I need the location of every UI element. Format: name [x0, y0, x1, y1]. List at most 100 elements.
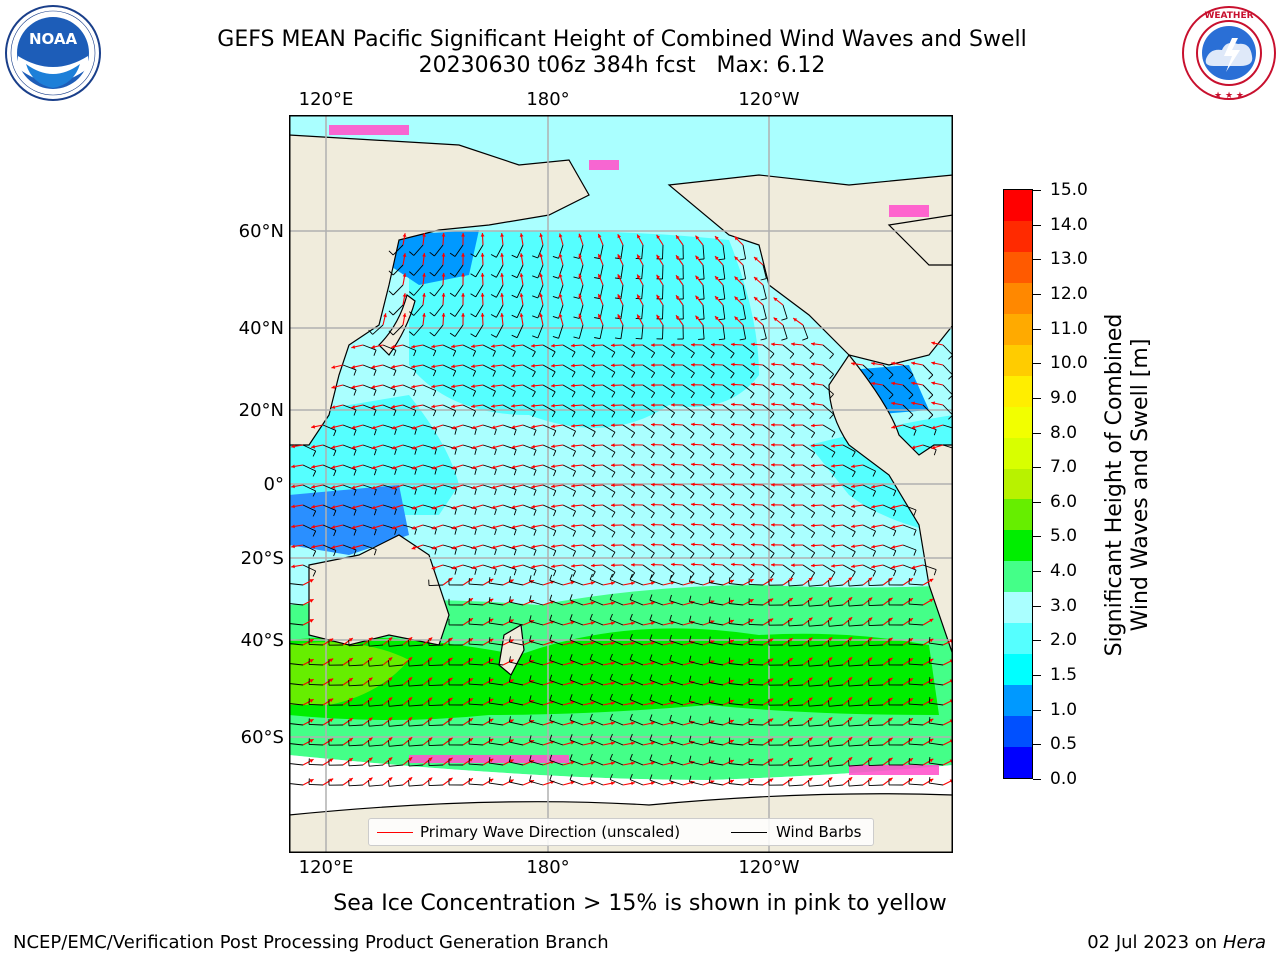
wind-barb-staff — [922, 404, 934, 416]
wind-barb-feather — [649, 774, 653, 781]
wave-direction-arrowhead — [509, 759, 514, 763]
wind-barb-staff — [602, 364, 616, 373]
wave-direction-arrowhead — [848, 577, 853, 582]
wind-barb-feather — [631, 512, 636, 518]
wind-barb-feather — [611, 471, 616, 478]
wind-barb-feather — [472, 370, 477, 377]
wind-barb-feather — [551, 371, 556, 378]
wind-barb-staff — [516, 244, 524, 258]
wave-direction-arrowhead — [888, 657, 893, 662]
wind-barb-staff — [308, 663, 324, 666]
wind-barb-feather — [790, 432, 795, 439]
wind-barb-feather — [508, 756, 511, 763]
wind-barb-staff — [662, 524, 675, 534]
wind-barb-feather — [649, 634, 653, 641]
wind-barb-staff — [748, 683, 764, 686]
wind-barb-staff — [629, 639, 644, 646]
wind-barb-staff — [649, 739, 664, 746]
wind-barb-feather — [709, 433, 715, 439]
wave-direction-arrowhead — [731, 402, 735, 407]
wave-direction-arrowhead — [441, 253, 446, 257]
wind-barb-staff — [522, 384, 536, 392]
wave-direction-arrowhead — [650, 581, 655, 586]
wind-barb-feather — [449, 272, 456, 277]
wind-barb-staff — [609, 739, 624, 746]
wind-barb-feather — [373, 509, 377, 516]
wind-barb-feather — [831, 531, 836, 538]
wind-barb-feather — [429, 251, 435, 257]
wave-direction-arrowhead — [711, 362, 715, 367]
wind-barb-staff — [589, 619, 604, 626]
wind-barb-feather — [388, 720, 390, 727]
wind-barb-feather — [474, 568, 477, 575]
wind-barb-staff — [529, 600, 544, 606]
wave-direction-arrowhead — [309, 699, 314, 703]
wave-direction-arrowhead — [751, 362, 755, 367]
wind-barb-feather — [669, 714, 672, 721]
wind-barb-staff — [382, 404, 397, 411]
wind-barb-staff — [502, 444, 517, 451]
wind-barb-feather — [811, 552, 816, 558]
wave-direction-arrowhead — [489, 598, 494, 603]
wind-barb-feather — [508, 676, 511, 683]
wave-direction-arrowhead — [769, 678, 774, 683]
wave-direction-arrowhead — [371, 425, 376, 430]
wind-barb-staff — [748, 663, 764, 666]
colorbar-tick-label: 6.0 — [1050, 491, 1078, 512]
wind-barb-staff — [829, 584, 844, 587]
wind-barb-staff — [442, 344, 456, 352]
wave-direction-arrowhead — [888, 737, 893, 742]
wind-barb-staff — [502, 404, 516, 412]
wave-direction-arrowhead — [909, 658, 913, 662]
wave-direction-arrowhead — [711, 502, 715, 507]
wind-barb-staff — [689, 761, 704, 766]
wind-barb-staff — [842, 564, 856, 573]
wave-direction-arrowhead — [788, 738, 793, 742]
wind-barb-feather — [649, 694, 653, 701]
wind-barb-feather — [729, 573, 735, 579]
wind-barb-feather — [635, 337, 642, 340]
wave-direction-arrowhead — [711, 422, 715, 427]
wave-direction-arrowhead — [590, 661, 595, 665]
wind-barb-staff — [562, 384, 576, 393]
wind-barb-staff — [589, 699, 604, 706]
wind-barb-feather — [928, 717, 931, 724]
wind-barb-staff — [662, 444, 675, 454]
wind-barb-staff — [742, 444, 755, 454]
wind-barb-staff — [382, 344, 397, 351]
wave-direction-arrowhead — [771, 523, 775, 527]
wind-barb-feather — [718, 318, 725, 321]
colorbar-tick-label: 0.0 — [1050, 769, 1078, 789]
wave-direction-arrowhead — [650, 601, 655, 606]
wave-direction-arrowhead — [590, 721, 595, 725]
wave-direction-arrowhead — [610, 741, 615, 746]
wave-direction-arrowhead — [451, 505, 456, 510]
wave-direction-arrowhead — [519, 253, 524, 257]
wave-direction-arrowhead — [291, 564, 295, 569]
wind-barb-staff — [408, 644, 424, 647]
wind-barb-staff — [569, 619, 584, 626]
wind-barb-feather — [611, 431, 616, 438]
wind-barb-staff — [475, 244, 484, 258]
wave-direction-arrowhead — [791, 543, 795, 548]
wind-barb-staff — [729, 743, 744, 746]
wind-barb-feather — [549, 574, 553, 581]
wind-barb-staff — [582, 504, 596, 513]
wind-barb-feather — [353, 509, 357, 516]
wind-barb-feather — [770, 513, 775, 519]
wave-direction-arrowhead — [291, 524, 295, 529]
wind-barb-feather — [709, 453, 715, 459]
wave-direction-arrowhead — [811, 503, 815, 508]
wind-barb-staff — [622, 424, 635, 434]
wind-barb-staff — [413, 304, 424, 316]
wind-barb-feather — [789, 413, 795, 419]
wave-direction-arrowhead — [351, 485, 356, 490]
wind-barb-staff — [762, 424, 775, 434]
wave-direction-arrowhead — [751, 442, 755, 447]
colorbar-tick-label: 15.0 — [1050, 180, 1088, 200]
wave-direction-arrowhead — [811, 362, 815, 366]
wind-barb-staff — [802, 424, 815, 434]
wave-direction-arrowhead — [471, 465, 476, 470]
wind-barb-staff — [742, 364, 755, 374]
wind-barb-staff — [729, 703, 744, 706]
